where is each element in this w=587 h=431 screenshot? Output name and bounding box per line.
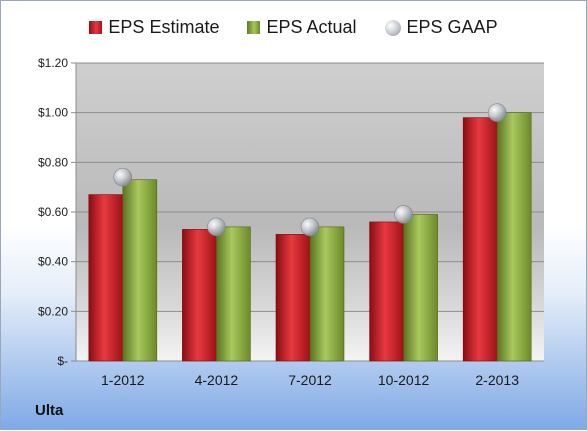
point-eps-gaap	[394, 205, 413, 224]
bar-eps-estimate	[88, 194, 124, 362]
bar-eps-estimate	[182, 229, 217, 362]
y-tick-label: $1.20	[38, 56, 68, 70]
legend-item-gaap: EPS GAAP	[384, 17, 498, 38]
bar-eps-actual	[122, 179, 158, 362]
point-eps-gaap	[487, 103, 507, 122]
bar-eps-actual	[403, 214, 438, 362]
x-tick-label: 7-2012	[288, 372, 332, 388]
bar-eps-estimate	[275, 234, 311, 362]
legend-label-gaap: EPS GAAP	[406, 17, 498, 37]
bar-eps-estimate	[462, 117, 498, 362]
legend-label-estimate: EPS Estimate	[108, 17, 220, 37]
legend-swatch-actual	[247, 21, 261, 34]
y-tick-label: $-	[57, 354, 68, 368]
y-tick-label: $1.00	[38, 106, 68, 120]
x-tick-label: 4-2012	[195, 372, 239, 388]
legend-item-actual: EPS Actual	[247, 17, 357, 38]
y-tick-label: $0.20	[38, 304, 68, 318]
bar-eps-actual	[496, 112, 532, 362]
legend-item-estimate: EPS Estimate	[89, 17, 219, 38]
x-tick-label: 2-2013	[475, 372, 519, 388]
point-eps-gaap	[207, 217, 226, 237]
x-tick-label: 10-2012	[378, 372, 430, 388]
bar-eps-actual	[216, 226, 251, 362]
point-eps-gaap	[113, 167, 133, 187]
bar-eps-estimate	[369, 221, 404, 362]
point-eps-gaap	[300, 217, 320, 237]
y-tick-label: $0.40	[38, 255, 68, 269]
y-tick-label: $0.80	[38, 155, 68, 169]
legend: EPS Estimate EPS Actual EPS GAAP	[1, 17, 586, 38]
company-label: Ulta	[35, 402, 64, 419]
legend-swatch-estimate	[89, 21, 103, 34]
bar-eps-actual	[309, 226, 345, 362]
y-tick-label: $0.60	[38, 205, 68, 219]
legend-swatch-gaap	[384, 19, 401, 36]
x-tick-label: 1-2012	[101, 372, 145, 388]
legend-label-actual: EPS Actual	[266, 17, 357, 37]
